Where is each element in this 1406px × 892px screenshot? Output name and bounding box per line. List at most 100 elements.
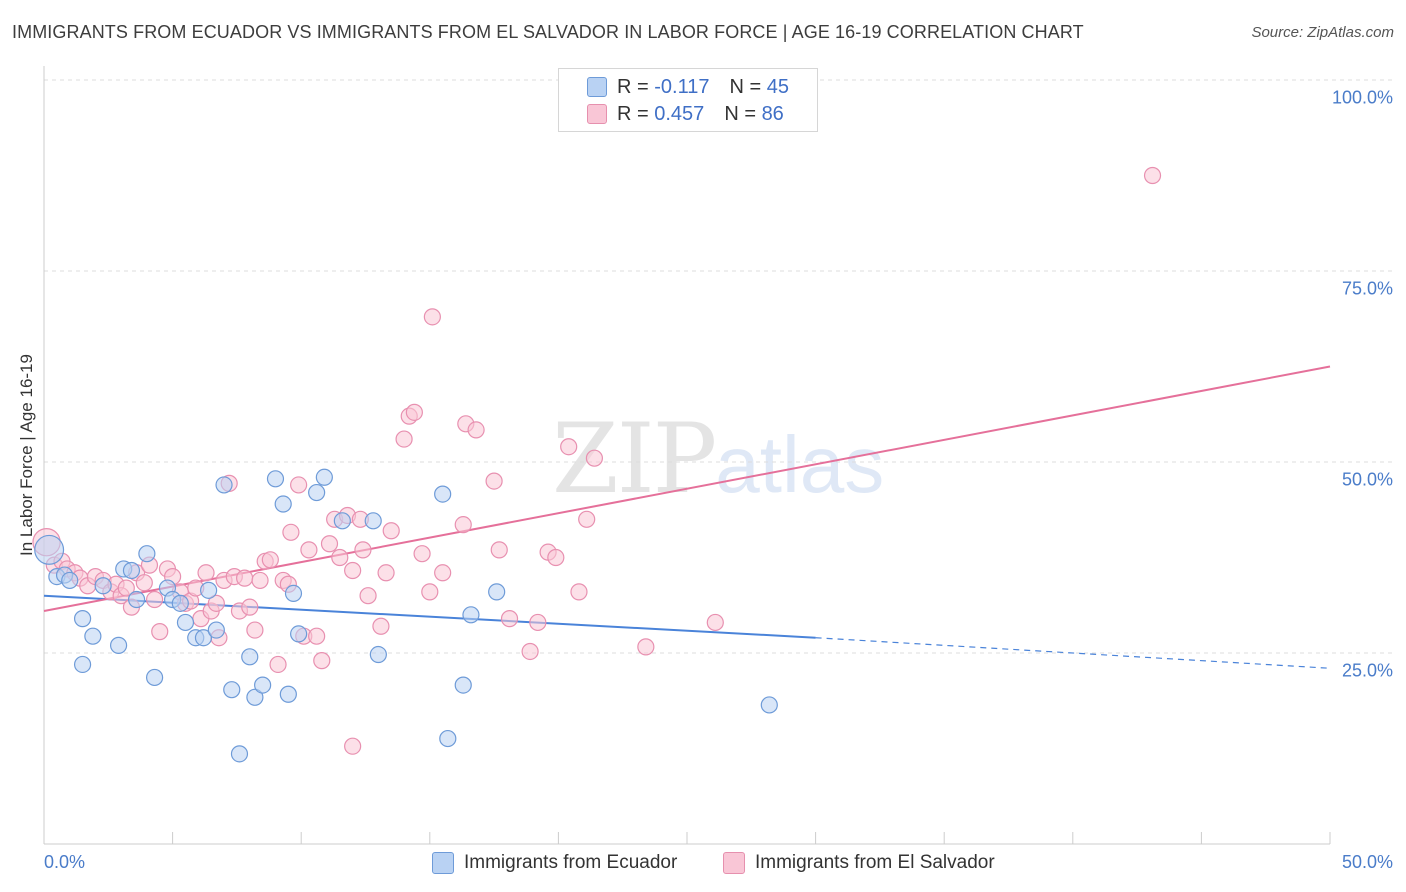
bottom-legend-swatch-pink	[723, 852, 745, 874]
legend-n-label: N =	[724, 102, 756, 125]
point-ecuador	[176, 613, 195, 632]
point-el-salvador	[500, 610, 519, 628]
source-credit[interactable]: Source: ZipAtlas.com	[1251, 24, 1394, 41]
bottom-legend-ecuador[interactable]: Immigrants from Ecuador	[432, 852, 677, 874]
y-tick-label-50: 50.0%	[1341, 469, 1393, 490]
point-el-salvador	[570, 583, 588, 601]
y-tick-label-75: 75.0%	[1341, 278, 1393, 299]
watermark-atlas: atlas	[715, 420, 885, 509]
point-el-salvador	[423, 308, 441, 326]
data-points	[32, 166, 1162, 763]
point-ecuador	[145, 668, 164, 687]
trend-lines	[43, 365, 1331, 669]
point-ecuador	[308, 483, 326, 502]
point-el-salvador	[359, 587, 377, 605]
point-ecuador	[488, 583, 506, 601]
point-el-salvador	[207, 594, 225, 612]
legend-n-label: N =	[729, 75, 762, 98]
point-ecuador	[274, 495, 292, 513]
point-el-salvador	[282, 523, 300, 541]
point-el-salvador	[290, 476, 308, 494]
point-el-salvador	[454, 516, 472, 534]
point-ecuador	[315, 468, 333, 486]
point-el-salvador	[529, 613, 547, 632]
watermark-zip: ZIP	[552, 403, 717, 515]
chart-title: IMMIGRANTS FROM ECUADOR VS IMMIGRANTS FR…	[12, 22, 1084, 42]
y-tick-label-100: 100.0%	[1331, 87, 1393, 108]
point-el-salvador	[1143, 166, 1162, 185]
point-el-salvador	[521, 642, 539, 661]
legend-r-label: R =	[617, 75, 649, 98]
axes	[43, 66, 1331, 845]
point-el-salvador	[637, 638, 655, 656]
point-el-salvador	[251, 571, 269, 590]
point-el-salvador	[382, 522, 400, 540]
point-el-salvador	[331, 548, 349, 567]
point-ecuador	[194, 629, 213, 647]
point-el-salvador	[395, 430, 413, 448]
x-tick-label-max: 50.0%	[1341, 852, 1393, 872]
point-el-salvador	[372, 617, 390, 635]
legend-row-el-salvador: R = 0.457 N = 86	[587, 101, 784, 127]
y-tick-label-25: 25.0%	[1341, 660, 1393, 681]
point-el-salvador	[246, 621, 264, 639]
point-ecuador	[439, 729, 457, 748]
legend-row-ecuador: R = -0.117 N = 45	[587, 74, 789, 100]
point-el-salvador	[547, 548, 565, 567]
point-ecuador	[241, 648, 259, 666]
legend-r-value: -0.117	[654, 75, 710, 98]
point-ecuador	[61, 571, 79, 590]
point-ecuador	[364, 512, 382, 530]
point-ecuador	[200, 581, 218, 599]
point-ecuador	[760, 696, 778, 714]
y-axis-label: In Labor Force | Age 16-19	[17, 354, 36, 556]
point-ecuador	[138, 545, 156, 563]
legend-swatch-pink	[587, 104, 607, 124]
point-el-salvador	[236, 569, 254, 587]
point-ecuador	[279, 685, 297, 703]
point-el-salvador	[585, 449, 604, 467]
point-el-salvador	[354, 541, 372, 559]
point-el-salvador	[434, 564, 452, 582]
point-ecuador	[369, 645, 387, 664]
point-ecuador	[230, 745, 249, 763]
point-el-salvador	[413, 545, 431, 563]
bottom-legend-swatch-blue	[432, 852, 454, 874]
trend-line-el-salvador	[43, 365, 1331, 612]
point-ecuador	[266, 470, 285, 488]
point-el-salvador	[485, 472, 503, 490]
point-ecuador	[215, 476, 233, 494]
point-el-salvador	[405, 403, 423, 421]
point-el-salvador	[241, 598, 259, 616]
point-el-salvador	[560, 438, 578, 456]
point-el-salvador	[261, 551, 279, 569]
point-ecuador	[254, 676, 272, 694]
point-el-salvador	[135, 574, 153, 592]
point-el-salvador	[706, 613, 724, 632]
point-ecuador	[34, 534, 65, 565]
point-el-salvador	[300, 541, 318, 559]
point-ecuador	[122, 561, 141, 580]
x-tick-label-min: 0.0%	[44, 852, 86, 872]
legend: R = -0.117 N = 45 R = 0.457 N = 86	[558, 68, 818, 132]
point-ecuador	[73, 655, 92, 674]
point-el-salvador	[344, 737, 362, 755]
point-ecuador	[290, 625, 308, 643]
point-el-salvador	[308, 627, 326, 645]
legend-n-value: 45	[766, 75, 789, 98]
point-ecuador	[94, 577, 112, 595]
legend-r-value: 0.457	[654, 102, 705, 125]
point-el-salvador	[151, 623, 169, 641]
point-ecuador	[333, 512, 351, 530]
point-ecuador	[84, 627, 102, 645]
watermark: ZIPatlas	[552, 403, 884, 515]
point-el-salvador	[344, 561, 362, 580]
trend-line-ecuador-extension	[815, 637, 1331, 669]
bottom-legend-el-salvador[interactable]: Immigrants from El Salvador	[723, 852, 995, 874]
point-el-salvador	[421, 583, 439, 601]
gridlines	[44, 79, 1392, 654]
bottom-legend-label-el-salvador: Immigrants from El Salvador	[755, 852, 995, 873]
point-ecuador	[109, 636, 128, 654]
point-ecuador	[246, 688, 264, 706]
